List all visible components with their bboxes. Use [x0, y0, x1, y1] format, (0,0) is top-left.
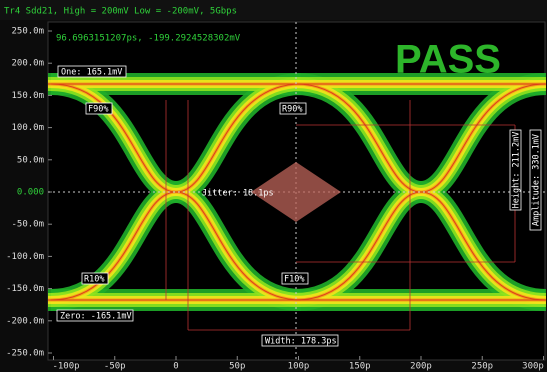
y-tick-label: -50.0m	[11, 220, 44, 230]
y-tick-label: 250.0m	[11, 27, 44, 37]
x-tick-label: 100p	[288, 362, 310, 372]
height: Height: 211.2mV	[512, 132, 522, 209]
jitter: Jitter: 18.1ps	[202, 189, 274, 199]
y-tick-label: 100.0m	[11, 123, 44, 133]
y-tick-label: -150.0m	[6, 284, 44, 294]
x-tick-label: 0	[173, 362, 178, 372]
y-tick-label: 0.000	[17, 188, 44, 198]
cursor-readout: 96.6963151207ps, -199.2924528302mV	[56, 34, 241, 44]
r10: R10%	[84, 275, 104, 285]
header: Tr4 Sdd21, High = 200mV Low = -200mV, 5G…	[4, 7, 237, 17]
eye-trace	[295, 83, 547, 301]
zero-level: Zero: -165.1mV	[60, 312, 132, 322]
r90: R90%	[282, 105, 302, 115]
y-tick-label: -200.0m	[6, 316, 44, 326]
width: Width: 178.3ps	[265, 337, 337, 347]
x-tick-label: 250p	[471, 362, 493, 372]
axes: 250.0m 200.0m 150.0m 100.0m 50.0m 0.000 -50.0m…	[6, 27, 544, 372]
x-tick-label: 150p	[349, 362, 371, 372]
tags: One: 165.1mV Zero: -165.1mV F90% R90% R1…	[56, 65, 542, 347]
x-tick-label: 300p	[522, 362, 544, 372]
x-tick-label: -50p	[104, 362, 126, 372]
one-level: One: 165.1mV	[61, 68, 122, 78]
f90: F90%	[88, 105, 108, 115]
y-tick-label: 50.0m	[17, 155, 44, 165]
y-tick-label: -100.0m	[6, 252, 44, 262]
y-tick-label: 200.0m	[11, 59, 44, 69]
x-tick-label: 50p	[229, 362, 245, 372]
x-tick-label: -100p	[52, 362, 79, 372]
header-bar	[0, 0, 547, 20]
x-tick-label: 200p	[410, 362, 432, 372]
pass-label: PASS	[395, 38, 501, 82]
amplitude: Amplitude: 330.1mV	[532, 134, 542, 226]
y-tick-label: 150.0m	[11, 91, 44, 101]
eye-mask	[251, 162, 341, 222]
f10: F10%	[284, 275, 304, 285]
y-tick-label: -250.0m	[6, 349, 44, 359]
